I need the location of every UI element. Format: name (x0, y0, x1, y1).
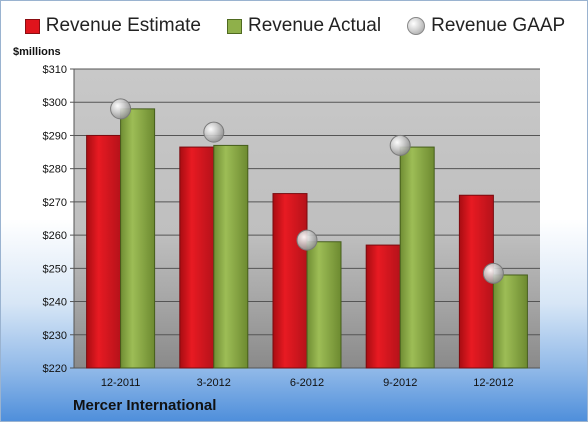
bar-actual (306, 241, 342, 369)
legend-label-gaap: Revenue GAAP (431, 15, 566, 36)
bar-actual (120, 108, 156, 369)
gaap-marker (203, 121, 225, 143)
x-tick-label: 6-2012 (290, 377, 324, 389)
gaap-marker (482, 262, 504, 284)
bar-actual (492, 274, 528, 369)
y-tick-label: $260 (43, 230, 67, 242)
bar-estimate (272, 193, 308, 369)
y-tick-label: $280 (43, 164, 67, 176)
gaap-markers (110, 98, 504, 284)
y-tick-label: $220 (43, 363, 67, 375)
gaap-marker (296, 229, 318, 251)
y-tick-label: $250 (43, 263, 67, 275)
y-tick-label: $240 (43, 297, 67, 309)
legend-item-estimate: Revenue Estimate (24, 15, 201, 37)
bar-actual (399, 146, 435, 369)
x-tick-label: 3-2012 (197, 377, 231, 389)
legend-label-actual: Revenue Actual (248, 15, 382, 36)
y-tick-label: $290 (43, 130, 67, 142)
x-tick-label: 12-2011 (101, 377, 141, 389)
legend-item-actual: Revenue Actual (227, 15, 381, 37)
legend-label-estimate: Revenue Estimate (45, 15, 201, 36)
bar-estimate (179, 146, 215, 369)
bars (86, 108, 528, 369)
x-tick-label: 12-2012 (473, 377, 513, 389)
bar-estimate (86, 134, 122, 369)
bar-actual (213, 144, 249, 369)
gaap-marker (110, 98, 132, 120)
legend-swatch-estimate (24, 18, 40, 34)
legend-swatch-gaap (407, 17, 426, 35)
bar-estimate (365, 244, 401, 369)
legend-item-gaap: Revenue GAAP (407, 15, 565, 37)
y-tick-label: $310 (43, 64, 67, 76)
legend-swatch-actual (227, 18, 242, 34)
y-tick-label: $270 (43, 197, 67, 209)
x-tick-label: 9-2012 (383, 377, 417, 389)
legend: Revenue Estimate Revenue Actual Revenue … (1, 15, 588, 37)
y-axis-unit-label: $millions (13, 46, 61, 58)
x-axis: 12-2011 3-2012 6-2012 9-2012 12-2012 (101, 377, 514, 389)
y-axis: $220 $230 $240 $250 $260 $270 $280 $290 $300 $310 (43, 64, 67, 375)
company-name: Mercer International (73, 397, 217, 414)
y-tick-label: $300 (43, 97, 67, 109)
y-tick-label: $230 (43, 330, 67, 342)
gaap-marker (389, 134, 411, 156)
